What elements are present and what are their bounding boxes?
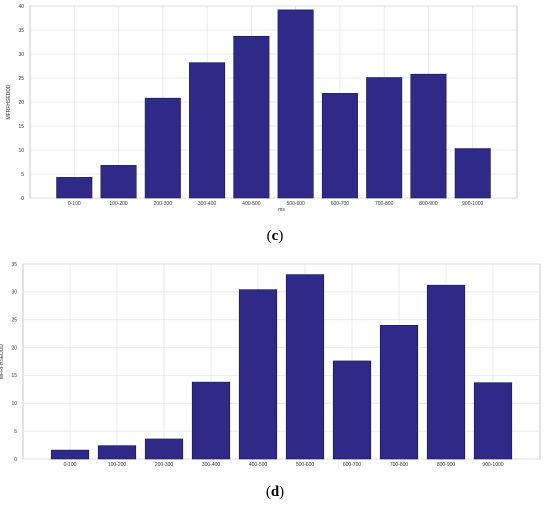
caption-c: (c)	[266, 228, 284, 244]
bar-600-700	[332, 360, 372, 460]
y-tick-label: 0	[21, 196, 24, 202]
y-tick-label: 20	[11, 345, 17, 351]
y-tick-label: 10	[11, 401, 17, 407]
bar-300-400	[191, 381, 231, 460]
x-tick-label: 200-300	[154, 201, 173, 207]
bar-900-1000	[454, 148, 491, 199]
x-tick-label: 300-400	[198, 201, 217, 207]
bar-200-300	[144, 438, 184, 460]
bar-400-500	[238, 289, 278, 460]
y-tick-label: 5	[21, 172, 24, 178]
x-tick-label: 300-400	[202, 462, 221, 468]
y-tick-label: 15	[11, 373, 17, 379]
bar-400-500	[233, 35, 270, 199]
caption-d: (d)	[265, 484, 285, 500]
caption-d-letter: d	[270, 484, 280, 500]
y-tick-label: 30	[11, 290, 17, 296]
bar-800-900	[410, 73, 447, 199]
x-tick-label: 400-500	[249, 462, 268, 468]
y-tick-label: 10	[18, 148, 24, 154]
x-tick-label: 800-900	[437, 462, 456, 468]
y-tick-label: 40	[18, 4, 24, 10]
bar-800-900	[426, 284, 466, 460]
x-axis-label: ms	[278, 207, 285, 212]
chart-panel-c: 0 5 10 15 20 25 30 35 40 0-100 100-200 200-300 300-4…	[6, 4, 518, 212]
y-tick-label: 25	[18, 76, 24, 82]
chart-panel-d: 0 5 10 15 20 25 30 35 0-100 100-200 200-300 300-400…	[0, 262, 541, 468]
bar-500-600	[277, 9, 314, 199]
bar-300-400	[189, 62, 226, 199]
x-tick-label: 0-100	[64, 462, 77, 468]
y-axis-label: MFRFHSEDDD	[0, 344, 5, 379]
y-tick-label: 5	[14, 429, 17, 435]
bar-500-600	[285, 274, 325, 460]
bar-100-200	[97, 445, 137, 460]
bar-0-100	[56, 177, 93, 199]
y-tick-label: 15	[18, 124, 24, 130]
bar-200-300	[144, 97, 181, 199]
y-tick-label: 25	[11, 318, 17, 324]
y-tick-label: 0	[14, 457, 17, 463]
y-tick-label: 30	[18, 52, 24, 58]
x-tick-label: 600-700	[343, 462, 362, 468]
x-tick-label: 500-600	[286, 201, 305, 207]
y-axis-label: MFRFHSEDDD	[6, 84, 12, 119]
bar-600-700	[321, 93, 358, 199]
x-tick-label: 0-100	[68, 201, 81, 207]
bar-700-800	[366, 77, 403, 199]
x-tick-label: 100-200	[109, 201, 128, 207]
y-tick-label: 20	[18, 100, 24, 106]
y-tick-label: 35	[18, 28, 24, 34]
x-tick-label: 200-300	[155, 462, 174, 468]
x-tick-label: 800-900	[419, 201, 438, 207]
x-tick-label: 600-700	[331, 201, 350, 207]
bar-0-100	[50, 449, 90, 460]
x-tick-label: 700-800	[375, 201, 394, 207]
x-tick-label: 900-1000	[462, 201, 483, 207]
y-tick-label: 35	[11, 262, 17, 268]
x-tick-label: 100-200	[108, 462, 127, 468]
bar-700-800	[379, 324, 419, 460]
x-tick-label: 900-1000	[482, 462, 503, 468]
caption-c-letter: c	[271, 228, 279, 244]
x-tick-label: 400-500	[242, 201, 261, 207]
bar-900-1000	[473, 382, 513, 460]
bar-100-200	[100, 165, 137, 199]
x-tick-label: 700-800	[390, 462, 409, 468]
x-tick-label: 500-600	[296, 462, 315, 468]
